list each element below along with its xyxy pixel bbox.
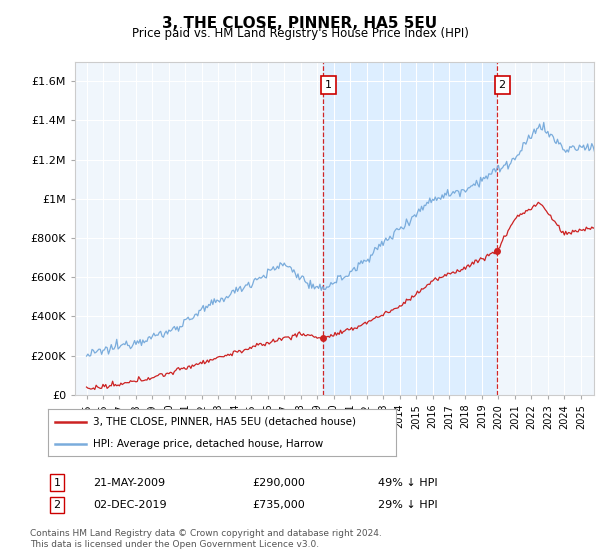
Text: 3, THE CLOSE, PINNER, HA5 5EU: 3, THE CLOSE, PINNER, HA5 5EU	[163, 16, 437, 31]
Text: 49% ↓ HPI: 49% ↓ HPI	[378, 478, 437, 488]
Text: 2: 2	[499, 80, 506, 90]
Text: 1: 1	[53, 478, 61, 488]
Text: 21-MAY-2009: 21-MAY-2009	[93, 478, 165, 488]
Text: 3, THE CLOSE, PINNER, HA5 5EU (detached house): 3, THE CLOSE, PINNER, HA5 5EU (detached …	[93, 417, 356, 427]
Text: £290,000: £290,000	[252, 478, 305, 488]
Text: Price paid vs. HM Land Registry's House Price Index (HPI): Price paid vs. HM Land Registry's House …	[131, 27, 469, 40]
Text: £735,000: £735,000	[252, 500, 305, 510]
Text: 29% ↓ HPI: 29% ↓ HPI	[378, 500, 437, 510]
Text: 1: 1	[325, 80, 332, 90]
Bar	[323, 62, 497, 395]
Text: 2: 2	[53, 500, 61, 510]
Text: Contains HM Land Registry data © Crown copyright and database right 2024.
This d: Contains HM Land Registry data © Crown c…	[30, 529, 382, 549]
Text: 02-DEC-2019: 02-DEC-2019	[93, 500, 167, 510]
Text: HPI: Average price, detached house, Harrow: HPI: Average price, detached house, Harr…	[93, 438, 323, 449]
